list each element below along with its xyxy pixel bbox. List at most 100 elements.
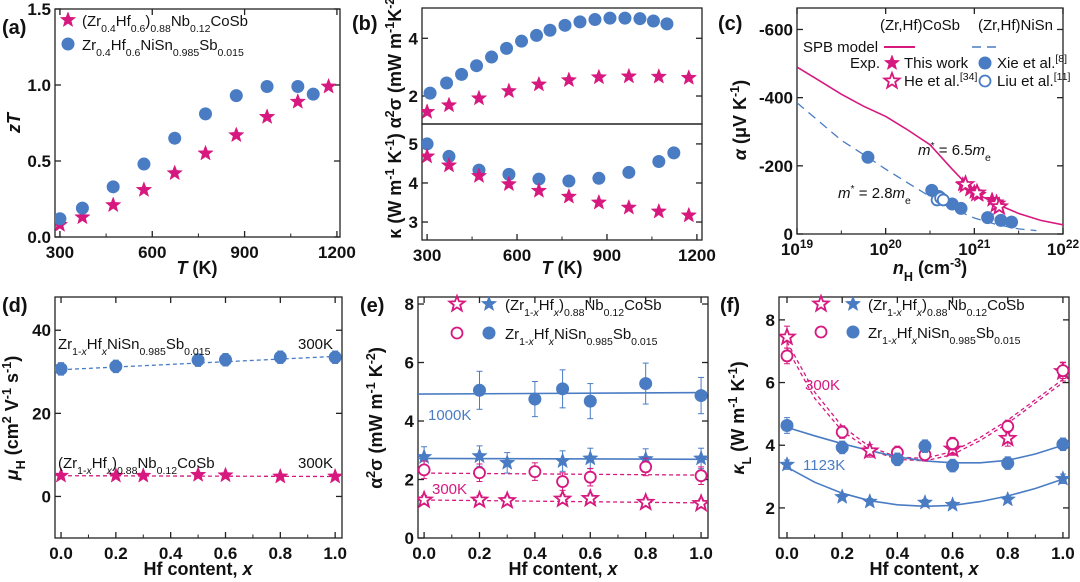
- legend-marker: [881, 70, 903, 90]
- data-point: [946, 459, 960, 473]
- data-point: [588, 13, 602, 27]
- panel-label: (f): [720, 295, 740, 317]
- data-point: [1054, 470, 1069, 486]
- y-tick-label: 4: [409, 174, 419, 193]
- data-point: [780, 418, 794, 432]
- data-point: [835, 425, 849, 439]
- data-point: [166, 164, 183, 181]
- data-point: [473, 466, 486, 480]
- x-tick-label: 1022: [1047, 237, 1080, 259]
- data-point: [620, 67, 638, 84]
- plot-area: [422, 11, 698, 119]
- y-axis-label: α (μV K-1): [728, 80, 750, 160]
- data-point: [471, 447, 488, 464]
- data-point: [106, 180, 120, 194]
- data-point: [646, 14, 660, 28]
- data-point: [556, 475, 569, 488]
- legend-marker: [814, 325, 828, 339]
- data-point: [989, 196, 1010, 216]
- annotation: 300K: [805, 377, 840, 394]
- x-tick-label: 0.4: [886, 544, 910, 563]
- data-point: [472, 383, 486, 397]
- fit-line: [60, 355, 336, 371]
- y-tick-label: 8: [766, 311, 775, 330]
- data-point: [191, 353, 205, 367]
- y-tick-label: 6: [405, 354, 414, 373]
- data-point: [135, 466, 152, 483]
- x-tick-label: 1.0: [323, 544, 347, 563]
- annotation: 1123K: [803, 457, 845, 474]
- data-point: [422, 137, 434, 151]
- plot-frame: [54, 296, 343, 539]
- data-point: [543, 23, 557, 37]
- x-tick-label: 1200: [678, 246, 716, 265]
- data-point: [954, 201, 968, 215]
- data-point: [515, 34, 529, 48]
- panel-f: 0.0 0.2 0.4 0.6 0.8 1.0 2 4 6 8 Hf content, x κL (W…: [720, 293, 1075, 579]
- data-point: [530, 182, 548, 198]
- data-point: [835, 440, 849, 454]
- data-point: [497, 490, 518, 510]
- data-point: [997, 427, 1018, 447]
- data-point: [590, 193, 608, 210]
- data-point: [558, 18, 572, 32]
- y-axis-label: μH (cm2 V-1 s-1): [0, 356, 28, 481]
- panel-label: (a): [2, 17, 26, 39]
- x-tick-label: 600: [503, 246, 531, 265]
- plot-frame: [778, 296, 1070, 539]
- y-tick-label: 8: [405, 295, 414, 314]
- legend-label: Liu et al.[11]: [997, 71, 1071, 90]
- y-tick-label: 0: [405, 529, 414, 548]
- annotation: 300K: [298, 336, 333, 353]
- data-point: [573, 15, 587, 29]
- fit-line: [797, 66, 1063, 226]
- annotation: (Zr1-xHfx)0.88Nb0.12CoSb: [58, 455, 215, 477]
- data-point: [560, 187, 578, 204]
- y-tick-label: 4: [409, 29, 419, 48]
- data-point: [291, 80, 305, 94]
- plot-area: [55, 350, 342, 484]
- x-tick-label: 0.0: [49, 544, 73, 563]
- data-point: [1056, 364, 1069, 378]
- data-point: [418, 448, 433, 465]
- annotation: Zr1-xHfxNiSn0.985Sb0.015: [58, 336, 211, 358]
- panel-b2: 300 600 900 1200 3 4 5 T (K) κ (W m-1 K-1): [383, 123, 716, 278]
- x-tick-label: 1200: [318, 243, 356, 262]
- x-tick-label: 900: [230, 243, 258, 262]
- x-axis-label: Hf content, x: [508, 559, 618, 579]
- plot-frame: [421, 123, 703, 241]
- legend-label: Xie et al.[8]: [997, 53, 1067, 72]
- x-tick-label: 0.4: [523, 544, 547, 563]
- data-point: [916, 493, 934, 510]
- data-point: [107, 466, 125, 483]
- legend-marker: [978, 74, 992, 88]
- data-point: [1005, 215, 1019, 229]
- data-point: [660, 17, 674, 31]
- legend-header: (Zr,Hf)CoSb: [880, 17, 960, 34]
- annotation: 300K: [298, 455, 333, 472]
- x-tick-label: 0.0: [412, 544, 436, 563]
- y-axis-label: κ (W m-1 K-1): [383, 133, 405, 238]
- data-point: [936, 193, 950, 207]
- data-point: [680, 206, 698, 223]
- y-tick-label: 4: [405, 412, 415, 431]
- data-point: [833, 488, 851, 504]
- data-point: [418, 489, 435, 509]
- data-point: [74, 208, 91, 225]
- legend-label: (Zr0.4Hf0.6)0.88Nb0.12CoSb: [82, 13, 248, 35]
- x-tick-label: 0.6: [214, 544, 238, 563]
- plot-area: [55, 77, 337, 232]
- panel-label: (c): [718, 13, 742, 35]
- x-tick-label: 0.6: [578, 544, 602, 563]
- data-point: [580, 487, 601, 508]
- data-point: [440, 96, 458, 113]
- data-point: [422, 103, 436, 119]
- y-axis-label: κL (W m-1 K-1): [726, 361, 754, 474]
- data-point: [552, 488, 573, 508]
- data-point: [633, 12, 647, 26]
- data-point: [620, 198, 638, 215]
- data-point: [861, 492, 879, 509]
- x-tick-label: 0.6: [941, 544, 965, 563]
